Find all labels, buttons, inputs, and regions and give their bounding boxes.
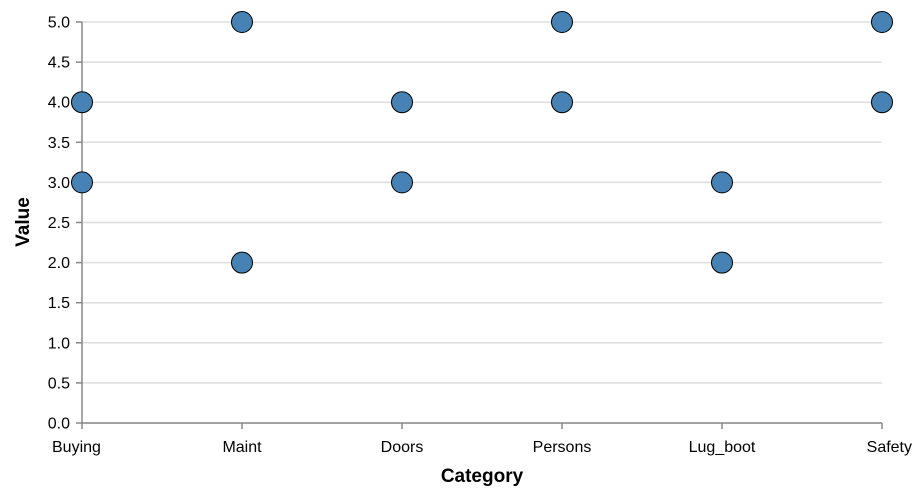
data-point xyxy=(711,171,733,194)
data-point xyxy=(871,91,893,114)
x-tick-label: Maint xyxy=(222,439,262,456)
y-axis-title: Value xyxy=(13,197,34,247)
y-tick-label: 2.0 xyxy=(48,255,70,272)
data-point xyxy=(551,91,573,114)
data-point xyxy=(231,251,253,274)
data-point xyxy=(391,171,413,194)
data-point xyxy=(711,251,733,274)
x-tick-label: Lug_boot xyxy=(689,439,756,456)
y-tick-label: 2.5 xyxy=(48,215,70,232)
y-tick-label: 4.5 xyxy=(48,55,70,72)
y-tick-label: 1.5 xyxy=(48,295,70,312)
y-tick-label: 0.5 xyxy=(48,375,70,392)
y-tick-label: 4.0 xyxy=(48,95,70,112)
x-tick-label: Doors xyxy=(381,439,424,456)
axes xyxy=(76,21,883,429)
x-tick-label: Persons xyxy=(533,439,592,456)
y-tick-label: 0.0 xyxy=(48,416,70,433)
y-tick-label: 3.5 xyxy=(48,135,70,152)
data-point xyxy=(391,91,413,114)
data-point xyxy=(231,11,253,33)
tick-labels: 0.0 0.5 1.0 1.5 2.0 2.5 3.0 3.5 4.0 4.5 5.0 Buying M… xyxy=(48,15,912,457)
x-tick-label: Safety xyxy=(867,439,912,456)
data-point xyxy=(71,171,93,194)
gridlines xyxy=(82,21,882,424)
y-tick-label: 1.0 xyxy=(48,335,70,352)
data-point xyxy=(71,91,93,114)
y-tick-label: 3.0 xyxy=(48,175,70,192)
data-points xyxy=(71,11,893,274)
y-tick-label: 5.0 xyxy=(48,15,70,32)
data-point xyxy=(871,11,893,33)
x-tick-label: Buying xyxy=(52,439,101,456)
x-axis-title: Category xyxy=(441,466,524,487)
data-point xyxy=(551,11,573,33)
